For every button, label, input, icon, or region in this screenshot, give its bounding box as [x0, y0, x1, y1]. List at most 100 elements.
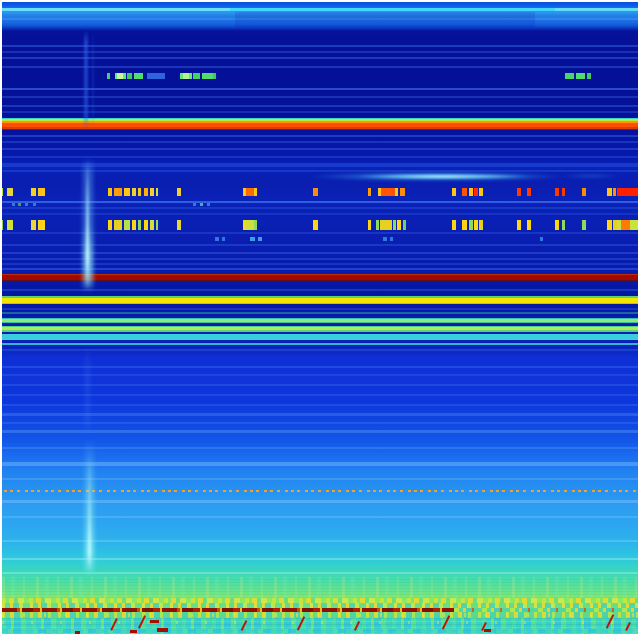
heatmap-band	[2, 478, 638, 480]
heatmap-dot	[4, 489, 7, 492]
heatmap-segment	[517, 187, 521, 196]
heatmap-segment	[452, 187, 456, 196]
heatmap-dot	[537, 489, 540, 492]
heatmap-segment	[124, 219, 130, 230]
heatmap-segment	[18, 202, 21, 206]
heatmap-segment	[540, 236, 543, 241]
heatmap-dot	[455, 489, 458, 492]
heatmap-band	[2, 280, 638, 282]
heatmap-dot	[51, 489, 54, 492]
heatmap-segment	[2, 7, 230, 11]
heatmap-red-dash	[157, 628, 168, 632]
heatmap-segment	[368, 219, 371, 230]
heatmap-dot	[469, 489, 472, 492]
heatmap-dot	[78, 489, 81, 492]
heatmap-band	[2, 163, 638, 167]
heatmap-segment	[621, 219, 630, 230]
heatmap-dot	[584, 489, 587, 492]
heatmap-band	[2, 156, 638, 158]
heatmap-segment	[555, 187, 559, 196]
heatmap-segment	[150, 219, 154, 230]
heatmap-segment	[613, 187, 616, 196]
heatmap-segment	[213, 72, 216, 79]
heatmap-segment	[400, 187, 405, 196]
heatmap-band	[2, 123, 638, 127]
heatmap-segment	[607, 187, 612, 196]
heatmap-band	[2, 96, 638, 98]
heatmap-band	[2, 322, 638, 324]
heatmap-dot	[434, 489, 437, 492]
heatmap-dot	[592, 489, 595, 492]
heatmap-band	[2, 394, 638, 396]
heatmap-vertical-streak	[85, 345, 90, 438]
heatmap-segment	[144, 219, 148, 230]
heatmap-vertical-streak	[86, 160, 89, 290]
heatmap-dot	[359, 489, 362, 492]
heatmap-dot	[578, 489, 581, 492]
heatmap-dot	[17, 489, 20, 492]
heatmap-segment	[144, 187, 148, 196]
heatmap-dot	[154, 489, 157, 492]
heatmap-segment	[254, 187, 257, 196]
heatmap-dot	[441, 489, 444, 492]
heatmap-segment	[193, 202, 196, 206]
heatmap-band	[2, 312, 638, 314]
heatmap-dot	[99, 489, 102, 492]
heatmap-band	[2, 384, 638, 386]
frame-border	[0, 634, 640, 640]
heatmap-segment	[156, 187, 158, 196]
heatmap-band	[2, 349, 638, 351]
heatmap-dot	[223, 489, 226, 492]
heatmap-segment	[378, 187, 381, 196]
heatmap-dot	[297, 489, 300, 492]
heatmap-dot	[393, 489, 396, 492]
heatmap-segment	[246, 219, 254, 230]
heatmap-dot	[250, 489, 253, 492]
heatmap-band	[2, 413, 638, 416]
heatmap-segment	[132, 187, 136, 196]
heatmap-dot	[305, 489, 308, 492]
heatmap-dot	[551, 489, 554, 492]
heatmap-segment	[380, 219, 392, 230]
heatmap-segment	[235, 12, 535, 28]
heatmap-band	[2, 540, 638, 542]
heatmap-segment	[582, 187, 586, 196]
heatmap-segment	[555, 219, 559, 230]
heatmap-band	[2, 558, 638, 560]
heatmap-segment	[565, 72, 574, 79]
heatmap-dot	[256, 489, 259, 492]
heatmap-segment	[150, 187, 154, 196]
heatmap-dot	[400, 489, 403, 492]
heatmap-segment	[562, 219, 565, 230]
heatmap-dot	[564, 489, 567, 492]
heatmap-segment	[617, 187, 638, 196]
heatmap-segment	[254, 219, 257, 230]
heatmap-band	[2, 327, 638, 331]
heatmap-dot	[613, 489, 616, 492]
heatmap-band	[2, 374, 638, 376]
heatmap-band	[2, 330, 638, 332]
heatmap-band	[2, 263, 638, 265]
heatmap-band	[2, 297, 638, 303]
heatmap-dot	[174, 489, 177, 492]
heatmap-dot	[346, 489, 349, 492]
heatmap-dot	[490, 489, 493, 492]
heatmap-segment	[258, 236, 262, 241]
heatmap-dot	[379, 489, 382, 492]
heatmap-streak-blob	[355, 174, 532, 179]
heatmap-segment	[582, 219, 586, 230]
heatmap-segment	[183, 72, 189, 79]
heatmap-noise-strip	[2, 603, 638, 608]
heatmap-dot	[147, 489, 150, 492]
heatmap-segment	[527, 187, 531, 196]
heatmap-band	[2, 275, 638, 280]
heatmap-dot	[572, 489, 575, 492]
heatmap-noise-strip	[2, 629, 638, 633]
heatmap-band	[2, 319, 638, 323]
heatmap-dot	[45, 489, 48, 492]
heatmap-segment	[31, 187, 36, 196]
heatmap-band	[2, 117, 638, 119]
heatmap-dot	[373, 489, 376, 492]
heatmap-segment	[517, 219, 521, 230]
